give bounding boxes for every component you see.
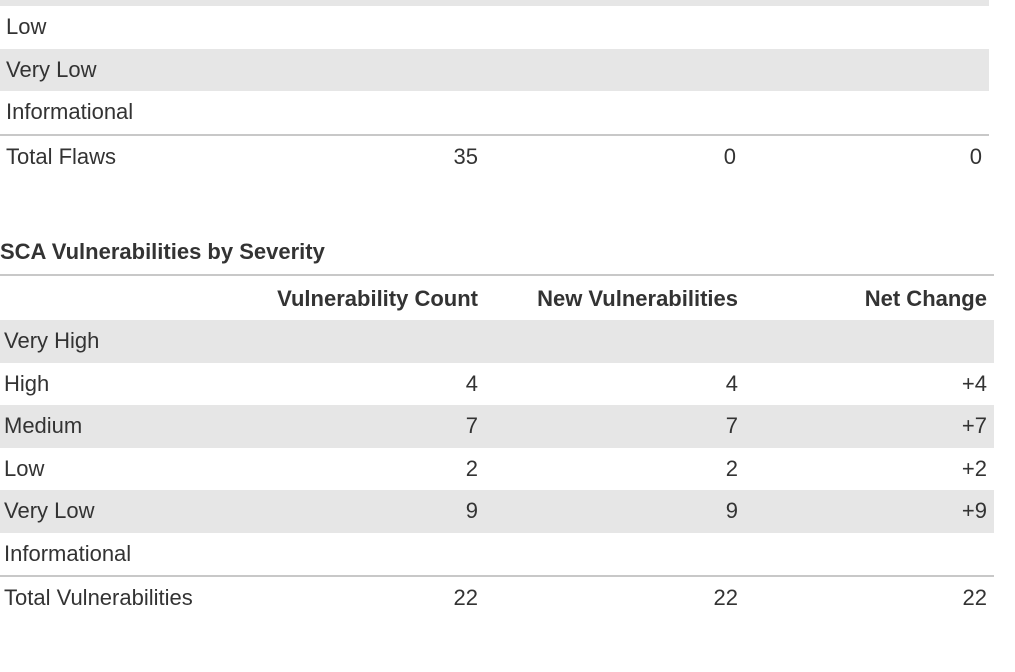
- total-flaws-net: 0: [969, 143, 982, 169]
- table-row: Low: [0, 6, 989, 49]
- table-row: Informational: [0, 91, 989, 135]
- new-vulnerabilities: 2: [725, 455, 738, 481]
- table-row: Very Low 9 9 +9: [0, 490, 994, 533]
- total-divider: [0, 133, 989, 144]
- section-divider: [0, 274, 994, 276]
- severity-label: Informational: [6, 99, 134, 125]
- new-vulnerabilities: [478, 533, 738, 577]
- vulnerability-count: [260, 320, 478, 363]
- severity-label: Very Low: [0, 48, 360, 91]
- net-change: +2: [961, 455, 987, 481]
- column-header-severity: [0, 277, 260, 320]
- flaws-by-severity-table: Low Very Low Informational Total Flaws 3…: [0, 6, 989, 180]
- vulnerability-count: [260, 533, 478, 577]
- column-header-net-change: Net Change: [864, 285, 987, 311]
- total-vulnerabilities-label: Total Vulnerabilities: [4, 585, 193, 610]
- severity-label: Low: [6, 14, 47, 40]
- net-change: +7: [738, 405, 994, 448]
- table-row: Low 2 2 +2: [0, 448, 994, 491]
- flaws-table-shaded-row-fragment: [0, 0, 989, 6]
- severity-label: Medium: [0, 405, 260, 448]
- net-change: +4: [961, 370, 987, 396]
- severity-label: Very Low: [0, 490, 260, 533]
- net-change: +9: [738, 490, 994, 533]
- total-divider: [0, 575, 994, 585]
- total-row: Total Vulnerabilities 22 22 22: [0, 585, 994, 621]
- severity-label: Informational: [4, 540, 132, 566]
- new-vulnerabilities: 9: [478, 490, 738, 533]
- table-row: Medium 7 7 +7: [0, 405, 994, 448]
- table-row: Informational: [0, 533, 994, 577]
- total-vulnerability-count: 22: [453, 585, 478, 610]
- total-flaws-new: 0: [723, 143, 736, 169]
- sca-vulnerabilities-table: Vulnerability Count New Vulnerabilities …: [0, 277, 994, 621]
- table-row: Very Low: [0, 48, 989, 91]
- total-new-vulnerabilities: 22: [713, 585, 738, 610]
- vulnerability-count: 4: [465, 370, 478, 396]
- column-header-new-vulnerabilities: New Vulnerabilities: [537, 285, 738, 311]
- section-title: SCA Vulnerabilities by Severity: [0, 239, 325, 264]
- table-row: High 4 4 +4: [0, 363, 994, 406]
- total-net-change: 22: [962, 585, 987, 610]
- severity-label: Low: [4, 455, 45, 481]
- total-flaws-count: 35: [453, 143, 478, 169]
- vulnerability-count: 9: [260, 490, 478, 533]
- net-change: [738, 533, 994, 577]
- net-change: [738, 320, 994, 363]
- total-flaws-label: Total Flaws: [6, 143, 117, 169]
- total-row: Total Flaws 35 0 0: [0, 144, 989, 180]
- column-header-vulnerability-count: Vulnerability Count: [277, 285, 478, 311]
- vulnerability-count: 7: [260, 405, 478, 448]
- table-row: Very High: [0, 320, 994, 363]
- table-header-row: Vulnerability Count New Vulnerabilities …: [0, 277, 994, 320]
- severity-label: High: [4, 370, 50, 396]
- new-vulnerabilities: 4: [725, 370, 738, 396]
- vulnerability-count: 2: [465, 455, 478, 481]
- new-vulnerabilities: 7: [478, 405, 738, 448]
- new-vulnerabilities: [478, 320, 738, 363]
- severity-label: Very High: [0, 320, 260, 363]
